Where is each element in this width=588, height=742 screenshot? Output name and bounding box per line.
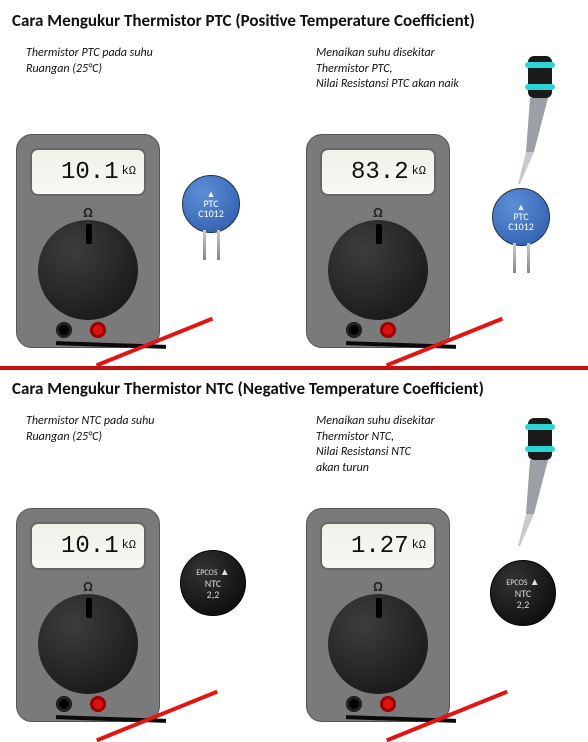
thermistor-ntc: EPCOS ▲ NTC 2,2 — [490, 560, 556, 626]
multimeter-ntc-hot: 1.27kΩ Ω — [306, 508, 450, 722]
dial-notch — [376, 224, 382, 244]
ptc-left-desc: Thermistor PTC pada suhu Ruangan (25°C) — [26, 46, 153, 77]
ptc-label: ▲ PTC C1012 — [493, 189, 549, 245]
reading-unit: kΩ — [412, 538, 426, 552]
ptc-line2: C1012 — [508, 222, 534, 232]
reading-unit: kΩ — [122, 538, 136, 552]
desc-line: Menaikan suhu disekitar — [316, 414, 435, 430]
ntc-right-desc: Menaikan suhu disekitar Thermistor NTC, … — [316, 414, 435, 476]
port-red — [90, 322, 106, 338]
ntc-label: EPCOS ▲ NTC 2,2 — [181, 551, 245, 615]
desc-line: Nilai Resistansi PTC akan naik — [316, 77, 459, 93]
ntc-label: EPCOS ▲ NTC 2,2 — [491, 561, 555, 625]
meter-dial — [328, 220, 428, 320]
port-red — [90, 696, 106, 712]
reading-unit: kΩ — [122, 164, 136, 178]
meter-screen: 83.2kΩ — [320, 148, 436, 196]
ntc-line2: 2,2 — [207, 589, 220, 600]
port-black — [56, 322, 72, 338]
ntc-line2: 2,2 — [517, 599, 530, 610]
multimeter-ptc-hot: 83.2kΩ Ω — [306, 134, 450, 348]
desc-line: Thermistor NTC, — [316, 430, 435, 446]
desc-line: Thermistor PTC, — [316, 62, 459, 78]
component-lead — [217, 230, 220, 260]
dial-notch — [86, 224, 92, 244]
thermistor-ntc: EPCOS ▲ NTC 2,2 — [180, 550, 246, 616]
mode-omega-icon: Ω — [373, 204, 383, 221]
thermistor-ptc: ▲ PTC C1012 — [492, 188, 550, 246]
port-red — [380, 322, 396, 338]
component-lead — [203, 230, 206, 260]
port-black — [346, 322, 362, 338]
meter-screen: 10.1kΩ — [30, 522, 146, 570]
soldering-iron-icon — [470, 418, 570, 538]
dial-notch — [376, 598, 382, 618]
meter-dial — [38, 594, 138, 694]
desc-line: Thermistor PTC pada suhu — [26, 46, 153, 62]
reading-value: 10.1 — [61, 533, 119, 560]
desc-line: Nilai Resistansi NTC — [316, 445, 435, 461]
desc-line: Ruangan (25°C) — [26, 62, 153, 78]
meter-reading: 10.1kΩ — [61, 533, 136, 560]
reading-value: 1.27 — [351, 533, 409, 560]
ptc-right-desc: Menaikan suhu disekitar Thermistor PTC, … — [316, 46, 459, 93]
component-lead — [513, 243, 516, 273]
ntc-title: Cara Mengukur Thermistor NTC (Negative T… — [12, 378, 484, 399]
multimeter-ptc-room: 10.1kΩ Ω — [16, 134, 160, 348]
meter-screen: 1.27kΩ — [320, 522, 436, 570]
reading-unit: kΩ — [412, 164, 426, 178]
mode-omega-icon: Ω — [83, 204, 93, 221]
meter-reading: 10.1kΩ — [61, 159, 136, 186]
component-lead — [527, 243, 530, 273]
desc-line: Thermistor NTC pada suhu — [26, 414, 154, 430]
reading-value: 10.1 — [61, 159, 119, 186]
ptc-line2: C1012 — [198, 209, 224, 219]
ptc-label: ▲ PTC C1012 — [183, 176, 239, 232]
port-red — [380, 696, 396, 712]
thermistor-ptc: ▲ PTC C1012 — [182, 175, 240, 233]
port-black — [346, 696, 362, 712]
ntc-left-desc: Thermistor NTC pada suhu Ruangan (25°C) — [26, 414, 154, 445]
mode-omega-icon: Ω — [373, 578, 383, 595]
mode-omega-icon: Ω — [83, 578, 93, 595]
meter-dial — [328, 594, 428, 694]
desc-line: akan turun — [316, 461, 435, 477]
desc-line: Ruangan (25°C) — [26, 430, 154, 446]
dial-notch — [86, 598, 92, 618]
meter-screen: 10.1kΩ — [30, 148, 146, 196]
meter-dial — [38, 220, 138, 320]
multimeter-ntc-room: 10.1kΩ Ω — [16, 508, 160, 722]
reading-value: 83.2 — [351, 159, 409, 186]
meter-reading: 1.27kΩ — [351, 533, 426, 560]
desc-line: Menaikan suhu disekitar — [316, 46, 459, 62]
soldering-iron-icon — [470, 56, 570, 176]
meter-reading: 83.2kΩ — [351, 159, 426, 186]
ptc-title: Cara Mengukur Thermistor PTC (Positive T… — [12, 10, 475, 31]
section-divider — [0, 366, 588, 370]
port-black — [56, 696, 72, 712]
